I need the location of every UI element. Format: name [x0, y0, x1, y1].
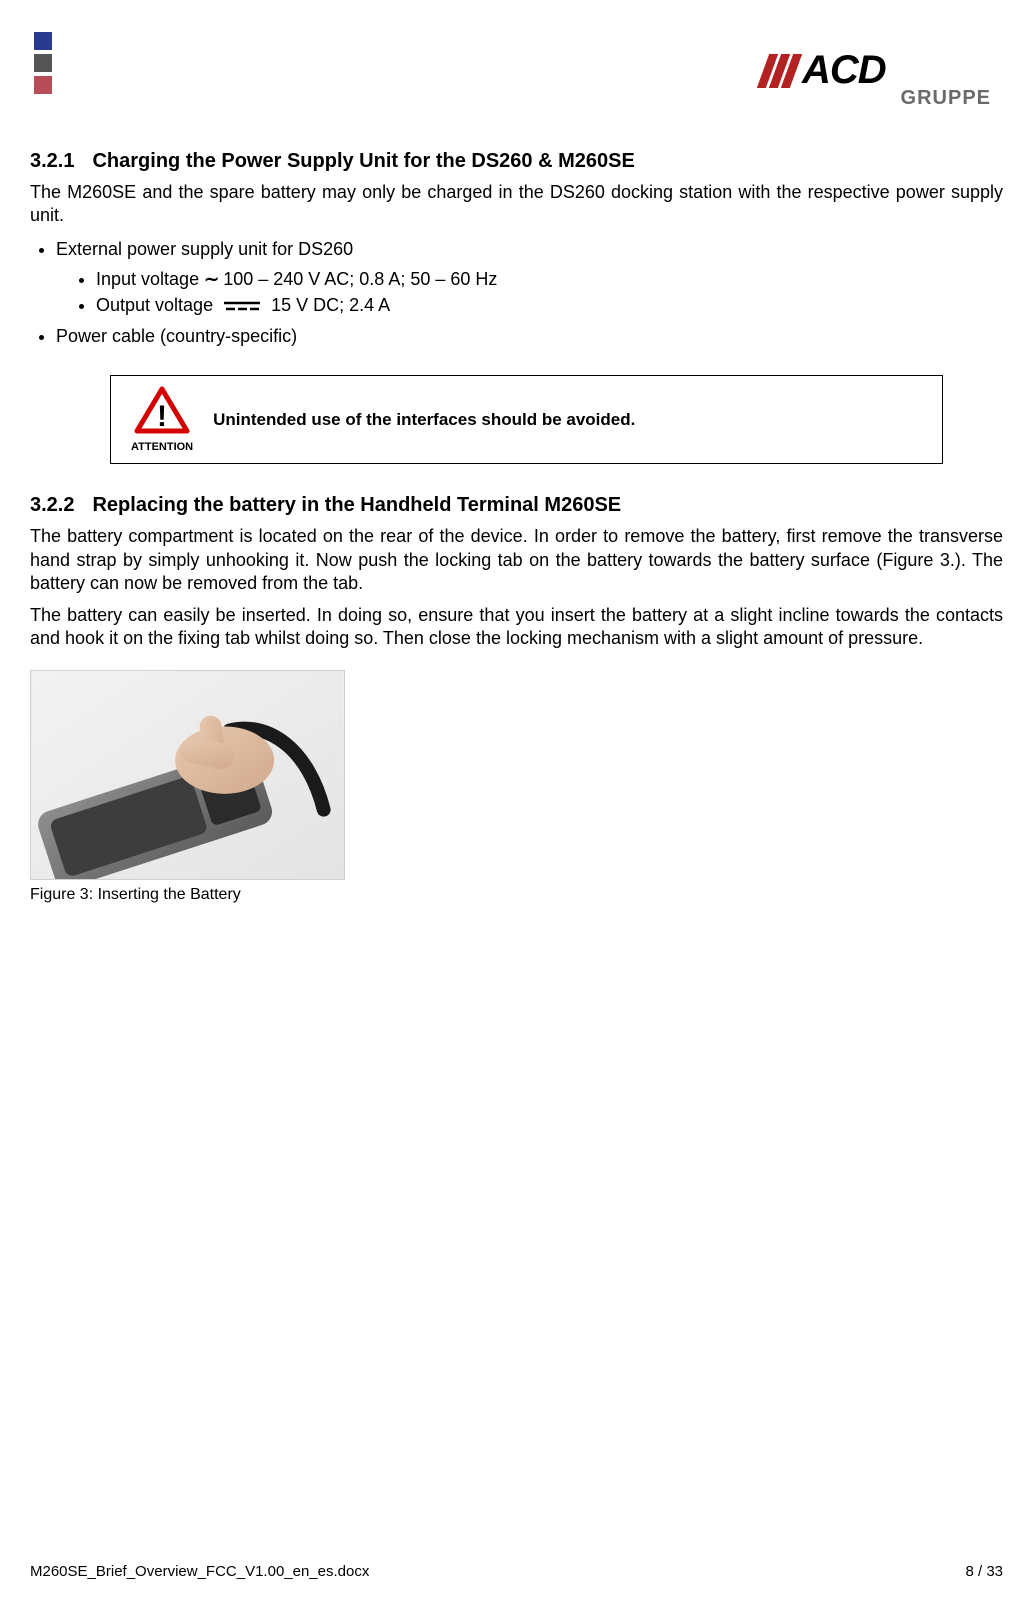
section-number: 3.2.1 — [30, 150, 74, 172]
section-title: Replacing the battery in the Handheld Te… — [92, 494, 621, 516]
spec-input-voltage: Input voltage ∼ 100 – 240 V AC; 0.8 A; 5… — [96, 266, 1003, 292]
page-footer: M260SE_Brief_Overview_FCC_V1.00_en_es.do… — [30, 1563, 1003, 1580]
section-number: 3.2.2 — [30, 494, 74, 516]
page-content: 3.2.1 Charging the Power Supply Unit for … — [30, 150, 1003, 904]
header-square-3 — [34, 76, 52, 94]
section-title: Charging the Power Supply Unit for the D… — [92, 150, 634, 172]
section-heading-battery: 3.2.2 Replacing the battery in the Handhe… — [30, 494, 1003, 517]
spec-sublist: Input voltage ∼ 100 – 240 V AC; 0.8 A; 5… — [56, 266, 1003, 319]
footer-page-number: 8 / 33 — [965, 1563, 1003, 1580]
page-container: ACD GRUPPE 3.2.1 Charging the Power Suppl… — [0, 0, 1033, 1610]
battery-para-2: The battery can easily be inserted. In d… — [30, 604, 1003, 651]
figure-caption: Figure 3: Inserting the Battery — [30, 886, 1003, 904]
footer-filename: M260SE_Brief_Overview_FCC_V1.00_en_es.do… — [30, 1563, 369, 1580]
header-color-marks — [34, 32, 52, 98]
section-heading-charging: 3.2.1 Charging the Power Supply Unit for … — [30, 150, 1003, 173]
spec-external-psu-label: External power supply unit for DS260 — [56, 239, 353, 259]
header-square-1 — [34, 32, 52, 50]
attention-callout: ! ATTENTION Unintended use of the interf… — [110, 375, 943, 464]
figure-image-placeholder — [30, 670, 345, 880]
attention-icon-block: ! ATTENTION — [131, 386, 193, 453]
spec-power-cable: Power cable (country-specific) — [56, 323, 1003, 349]
attention-label: ATTENTION — [131, 441, 193, 453]
logo-stripes-icon — [757, 54, 802, 88]
page-header: ACD GRUPPE — [30, 30, 1003, 120]
section-intro-text: The M260SE and the spare battery may onl… — [30, 181, 1003, 228]
spec-external-psu: External power supply unit for DS260 Inp… — [56, 236, 1003, 319]
header-square-2 — [34, 54, 52, 72]
dc-symbol-icon — [222, 293, 262, 319]
spec-list: External power supply unit for DS260 Inp… — [30, 236, 1003, 350]
logo-text: ACD — [802, 48, 886, 93]
figure-3: Figure 3: Inserting the Battery — [30, 670, 1003, 904]
battery-para-1: The battery compartment is located on th… — [30, 525, 1003, 595]
ac-symbol-icon: ∼ — [204, 269, 218, 289]
spec-output-voltage: Output voltage 15 V DC; 2.4 A — [96, 292, 1003, 319]
attention-text: Unintended use of the interfaces should … — [213, 410, 635, 430]
company-logo: ACD GRUPPE — [763, 48, 993, 110]
svg-text:!: ! — [157, 400, 167, 433]
warning-triangle-icon: ! — [134, 386, 190, 434]
